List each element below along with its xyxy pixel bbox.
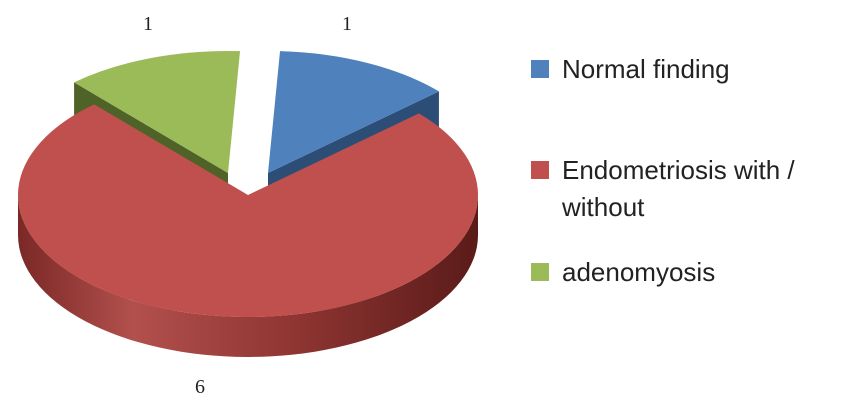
legend-item-1: Endometriosis with / without xyxy=(531,155,795,222)
data-label-0: 1 xyxy=(342,13,352,35)
legend-label-0: Normal finding xyxy=(562,54,730,84)
data-label-2: 1 xyxy=(143,13,153,35)
legend-item-2: adenomyosis xyxy=(531,257,715,287)
legend-label-2: adenomyosis xyxy=(562,257,715,287)
legend-swatch-0 xyxy=(531,60,549,78)
legend-label-1: Endometriosis with / without xyxy=(561,155,795,222)
pie-slice-1 xyxy=(18,104,478,357)
legend-swatch-2 xyxy=(531,263,549,281)
data-label-1: 6 xyxy=(195,376,205,398)
legend-swatch-1 xyxy=(531,161,549,179)
legend-item-0: Normal finding xyxy=(531,54,730,84)
legend: Normal finding Endometriosis with / withou… xyxy=(531,54,795,287)
